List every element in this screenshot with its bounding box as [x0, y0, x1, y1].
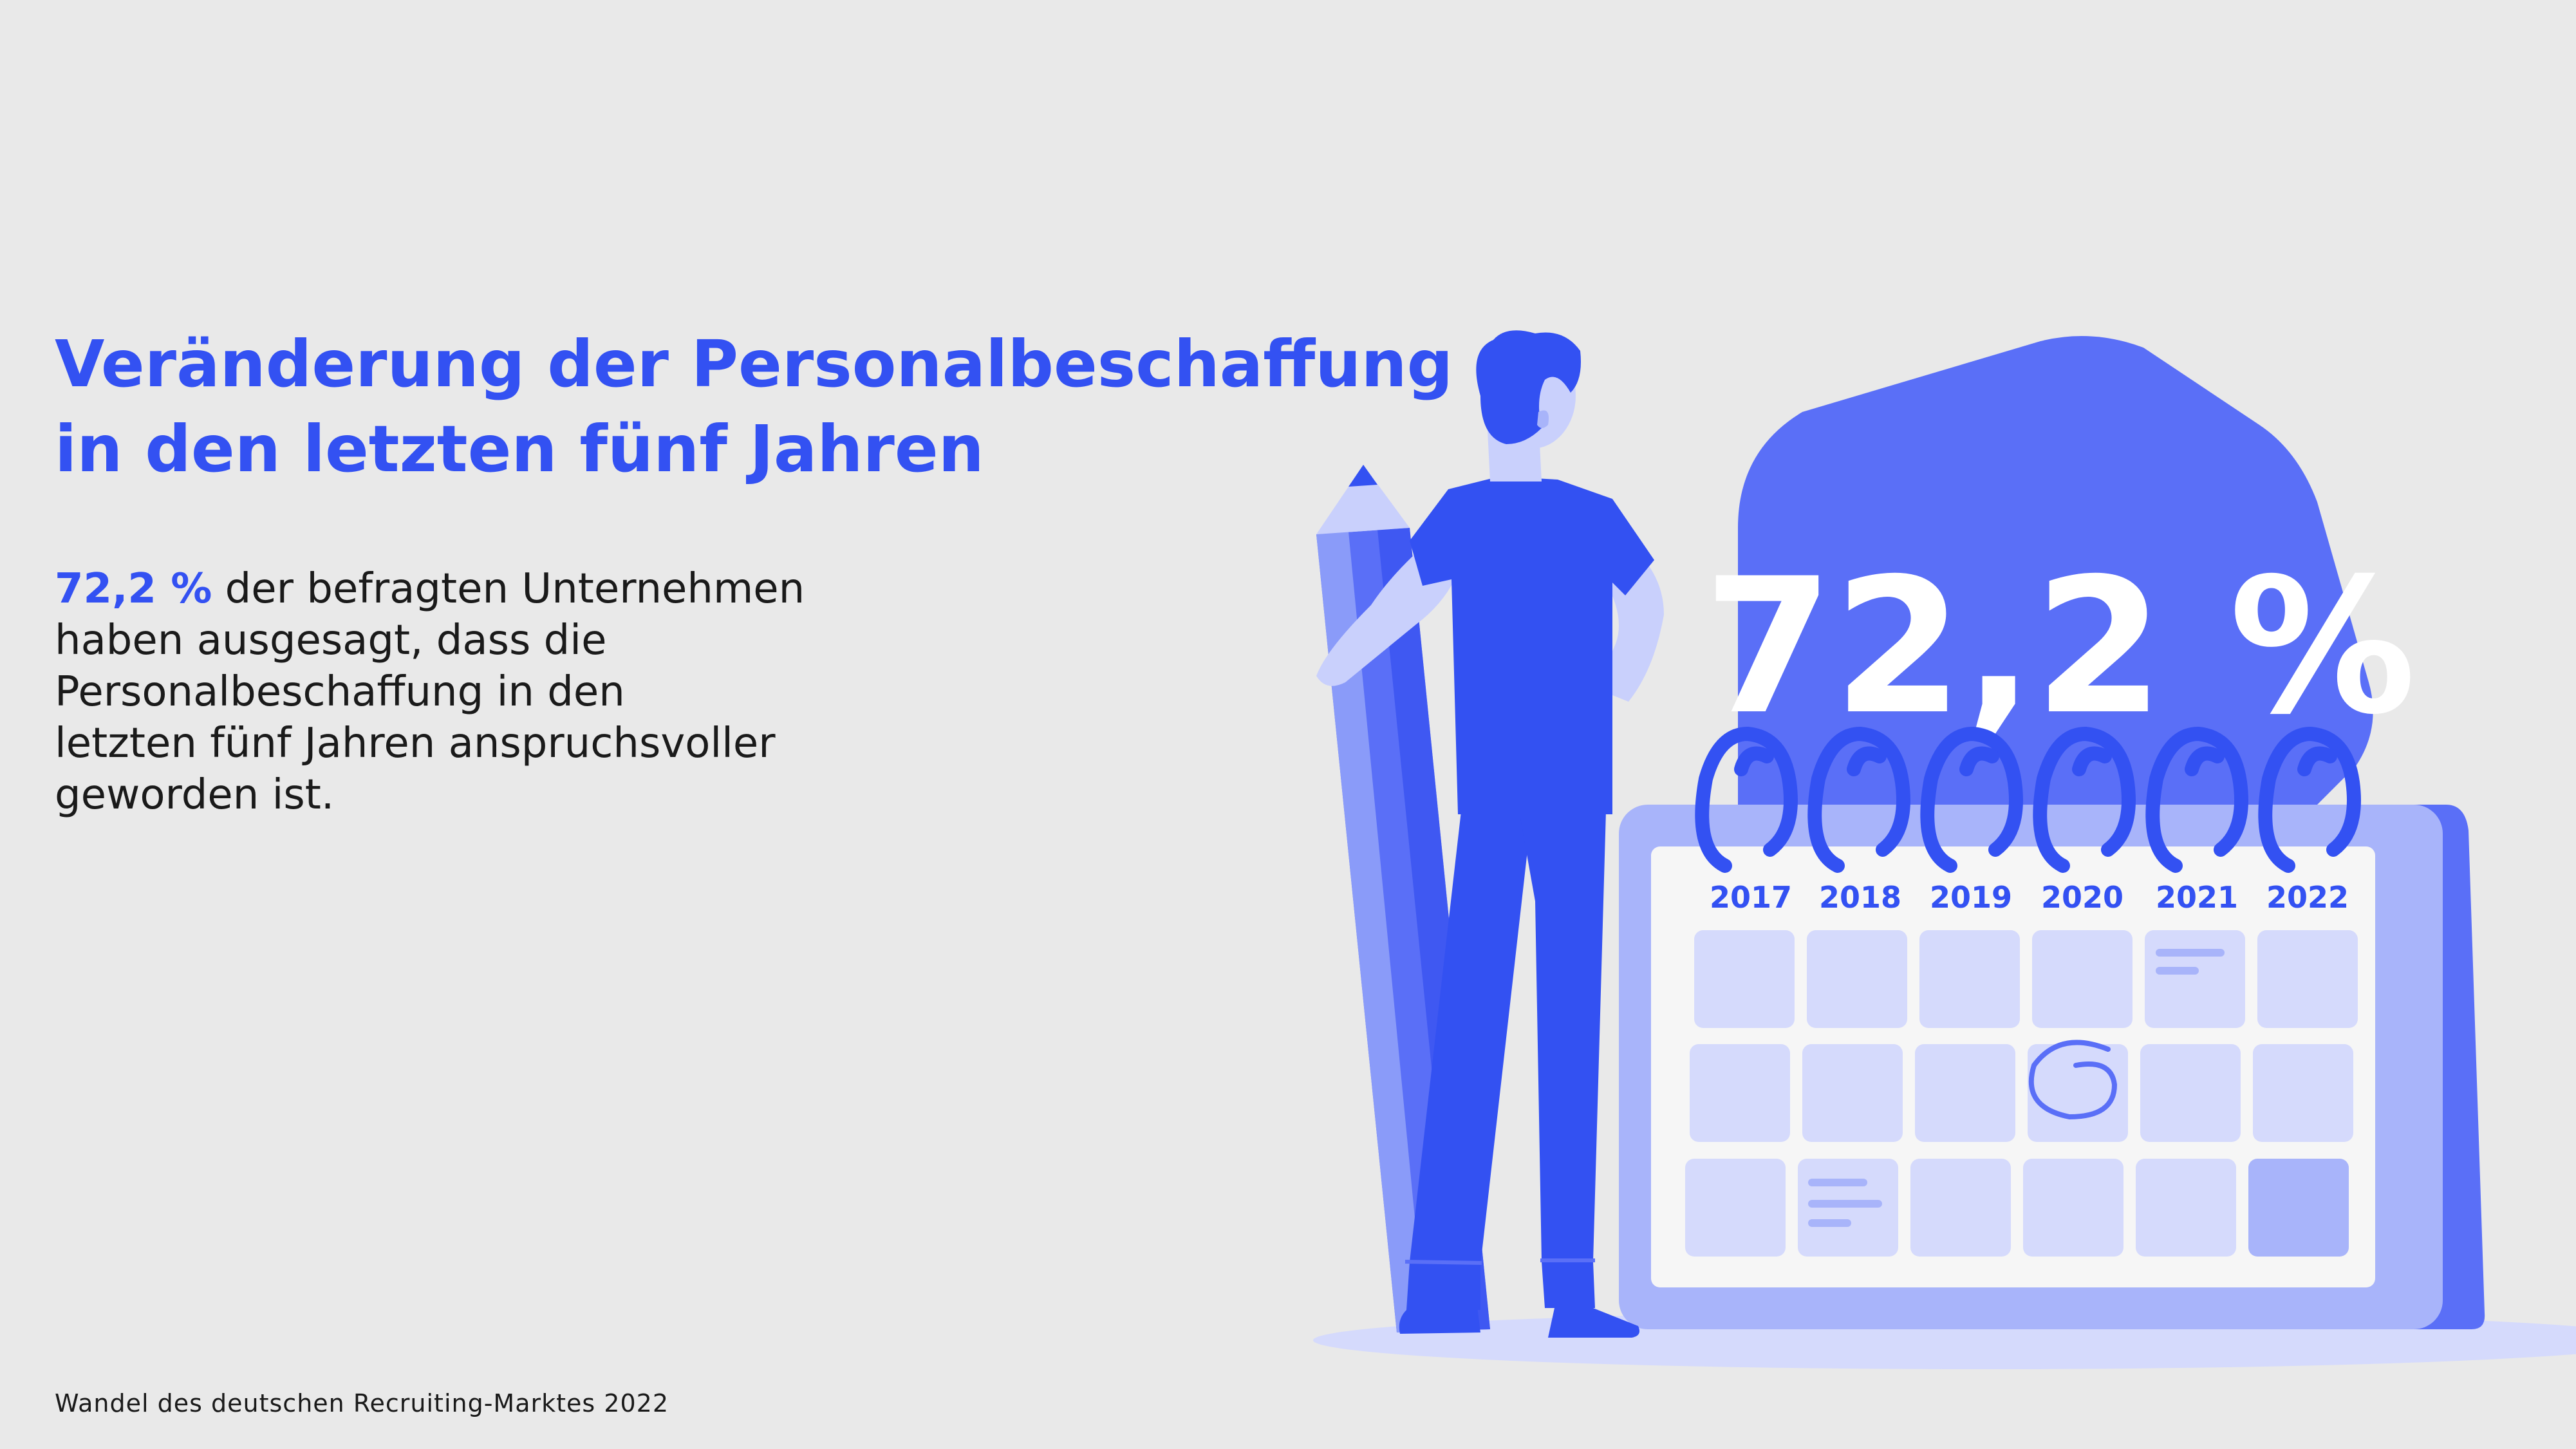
headline-line-2: in den letzten fünf Jahren — [55, 411, 984, 487]
calendar-cell — [2257, 930, 2358, 1028]
year-label: 2021 — [2156, 880, 2238, 915]
shirt — [1410, 476, 1654, 814]
left-leg — [1406, 811, 1532, 1310]
calendar-cell — [1690, 1044, 1790, 1142]
year-label: 2020 — [2041, 880, 2123, 915]
person-illustration — [1316, 330, 1664, 1338]
hair — [1476, 330, 1581, 444]
cell-note-lines — [1808, 949, 2225, 1227]
left-cuff — [1405, 1260, 1482, 1265]
calendar-cell — [2253, 1044, 2353, 1142]
headline-line-1: Veränderung der Personalbeschaffung — [55, 326, 1453, 402]
statement-line-1-rest: der befragten Unternehmen — [212, 565, 805, 613]
ear — [1537, 410, 1549, 428]
pencil-tip-wood — [1316, 465, 1410, 534]
calendar-cell — [1910, 1159, 2011, 1257]
calendar-cell — [2145, 930, 2245, 1028]
calendar-cell — [1919, 930, 2020, 1028]
calendar-cell — [2140, 1044, 2241, 1142]
percent-tag-shape — [1738, 336, 2373, 830]
year-label: 2022 — [2266, 880, 2349, 915]
calendar-cell — [1915, 1044, 2015, 1142]
statement-text: 72,2 % der befragten Unternehmen haben a… — [55, 563, 805, 821]
year-labels: 2017 2018 2019 2020 2021 2022 — [1710, 880, 2349, 915]
calendar-cell-highlighted — [2248, 1159, 2349, 1257]
right-leg — [1519, 811, 1606, 1308]
calendar-cell — [1685, 1159, 1786, 1257]
scribble-circle-icon — [2028, 1040, 2118, 1120]
year-label: 2017 — [1710, 880, 1792, 915]
statement-line-2: haben ausgesagt, dass die — [55, 617, 607, 664]
binder-rings — [1695, 726, 2361, 873]
headline: Veränderung der Personalbeschaffung in d… — [55, 322, 1453, 492]
year-label: 2018 — [1819, 880, 1901, 915]
pencil-tip-lead — [1349, 465, 1377, 487]
calendar-cell — [2032, 930, 2133, 1028]
statement-line-4: letzten fünf Jahren anspruchsvoller — [55, 720, 776, 767]
big-percent-number: 72,2 % — [1703, 539, 2416, 756]
calendar-cell — [1694, 930, 1795, 1028]
statement-line-5: geworden ist. — [55, 771, 335, 819]
statement-line-1: 72,2 % der befragten Unternehmen — [55, 563, 805, 615]
statement-highlight: 72,2 % — [55, 565, 212, 613]
pencil-stripe-light — [1316, 532, 1426, 1332]
calendar-cell — [2023, 1159, 2123, 1257]
calendar-cell — [1802, 1044, 1903, 1142]
right-shoe — [1548, 1307, 1640, 1338]
year-label: 2019 — [1930, 880, 2012, 915]
calendar-cell — [2136, 1159, 2236, 1257]
statement-line-3: Personalbeschaffung in den — [55, 668, 625, 716]
calendar-cell — [1807, 930, 1907, 1028]
source-note: Wandel des deutschen Recruiting-Marktes … — [55, 1389, 669, 1417]
left-shoe — [1399, 1307, 1480, 1334]
